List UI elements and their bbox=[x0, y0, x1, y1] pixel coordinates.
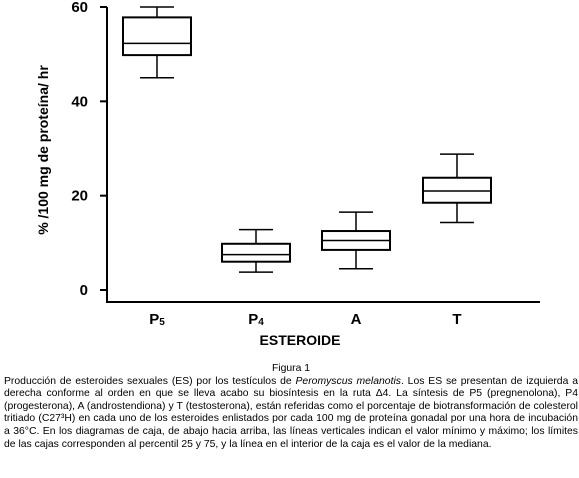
y-axis-ticks: 0 20 40 60 bbox=[71, 0, 107, 299]
x-tick-label-T: T bbox=[452, 311, 461, 328]
caption-text-start: Producción de esteroides sexuales (ES) p… bbox=[4, 375, 296, 387]
y-tick-label: 0 bbox=[80, 282, 88, 299]
y-tick-label: 40 bbox=[71, 93, 88, 110]
species-name: Peromyscus melanotis bbox=[295, 375, 401, 387]
y-tick-label: 20 bbox=[71, 188, 88, 205]
axes bbox=[106, 7, 540, 303]
box-T bbox=[422, 153, 492, 224]
box-P5 bbox=[122, 6, 192, 79]
boxes bbox=[122, 6, 492, 273]
x-tick-label-main: A bbox=[351, 311, 362, 328]
x-tick-label-main: P bbox=[248, 311, 258, 328]
caption-text-end: . Los ES se presentan de izquierda a der… bbox=[4, 375, 578, 450]
x-tick-label-A: A bbox=[351, 311, 362, 328]
x-tick-label-subscript: 4 bbox=[258, 317, 264, 328]
x-tick-label-main: P bbox=[149, 311, 159, 328]
box-rect bbox=[122, 16, 192, 57]
box-A bbox=[321, 211, 391, 270]
x-axis-category-labels: P5 P4 A T bbox=[149, 311, 461, 328]
box-P4 bbox=[221, 228, 291, 273]
caption-body: Producción de esteroides sexuales (ES) p… bbox=[4, 376, 578, 452]
y-axis-label: % /100 mg de proteína/ hr bbox=[35, 65, 51, 235]
box-rect bbox=[221, 242, 291, 263]
x-tick-label-main: T bbox=[452, 311, 461, 328]
y-tick-label: 60 bbox=[71, 0, 88, 16]
x-tick-label-P5: P5 bbox=[149, 311, 165, 328]
x-tick-label-subscript: 5 bbox=[159, 317, 165, 328]
x-axis-label: ESTEROIDE bbox=[260, 332, 341, 348]
figure-caption: Figura 1 Producción de esteroides sexual… bbox=[4, 363, 578, 451]
figure-title: Figura 1 bbox=[271, 363, 311, 374]
x-tick-label-P4: P4 bbox=[248, 311, 264, 328]
